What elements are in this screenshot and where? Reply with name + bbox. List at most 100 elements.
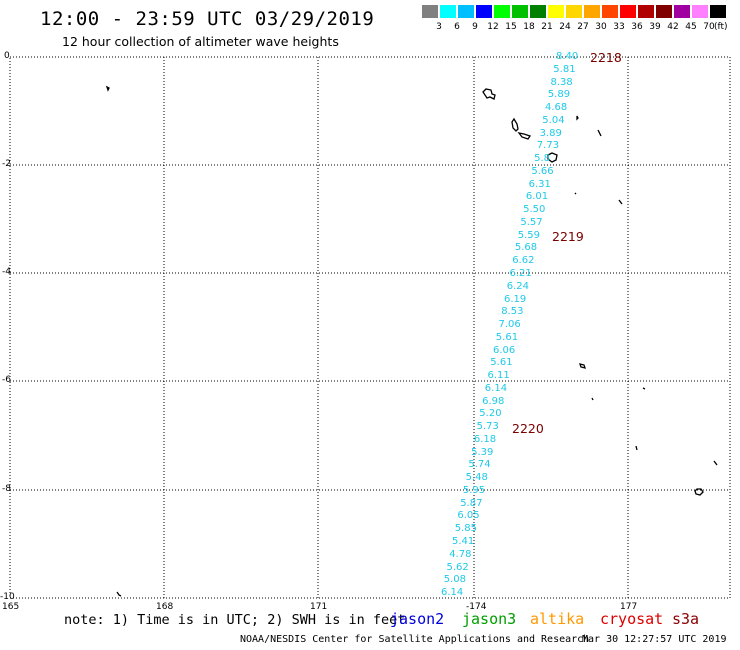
wave-height-value: 6.19 (504, 293, 527, 305)
island-outline (635, 445, 638, 451)
wave-height-value: 5.08 (443, 574, 466, 586)
wave-height-value: 3.89 (539, 127, 562, 139)
map-subtitle: 12 hour collection of altimeter wave hei… (62, 34, 339, 49)
latitude-tick-label: -8 (2, 484, 11, 494)
latitude-tick-label: -6 (2, 375, 11, 385)
legend-bin-label: 21 (541, 22, 553, 32)
wave-height-value: 5.8 (534, 153, 550, 165)
wave-height-value: 8.38 (550, 76, 573, 88)
island-outline (642, 387, 646, 390)
wave-height-value: 6.21 (509, 268, 532, 279)
legend-bin-label: 30 (595, 22, 607, 32)
satellite-name-s3a: s3a (672, 610, 700, 628)
wave-height-value: 5.61 (490, 357, 513, 369)
longitude-tick-label: 171 (310, 602, 328, 612)
legend-bin-label: 45 (685, 22, 697, 32)
legend-bin-label: 18 (523, 22, 535, 32)
island-outline (597, 129, 602, 137)
track-time-label: 2220 (512, 421, 544, 436)
wave-height-value: 7.06 (498, 319, 521, 330)
map-frame (9, 56, 731, 599)
legend-bin-label: 33 (613, 22, 625, 32)
wave-height-value: 6.98 (482, 395, 505, 407)
longitude-tick-label: 168 (156, 602, 174, 612)
credit-line: NOAA/NESDIS Center for Satellite Applica… (240, 634, 590, 645)
wave-height-value: 6.01 (525, 191, 549, 203)
island-outline (576, 115, 579, 121)
wave-height-value: 6.11 (487, 370, 510, 381)
map-title: 12:00 - 23:59 UTC 03/29/2019 (40, 8, 375, 30)
legend-color-swatch (674, 5, 690, 18)
legend-color-swatch (494, 5, 510, 18)
longitude-tick-label: 177 (620, 602, 638, 612)
legend-color-swatch (476, 5, 492, 18)
wave-height-value: 5.74 (468, 459, 491, 471)
footer-note: note: 1) Time is in UTC; 2) SWH is in fe… (64, 612, 406, 628)
legend-color-swatch (440, 5, 456, 18)
wave-height-value: 5.61 (495, 331, 519, 343)
legend-bin-label: 36 (631, 22, 643, 32)
wave-height-value: 6.14 (441, 587, 464, 598)
wave-height-value: 4.68 (545, 102, 568, 113)
wave-height-value: 5.89 (547, 89, 571, 101)
wave-height-value: 5.81 (553, 63, 576, 75)
track-time-label: 2219 (552, 229, 584, 244)
legend-color-swatch (548, 5, 564, 18)
wave-height-value: 5.20 (479, 408, 502, 420)
island-outline (591, 397, 594, 401)
island-outline (574, 192, 577, 195)
island-outline (105, 85, 110, 92)
legend-color-swatch (566, 5, 582, 18)
wave-height-value: 5.39 (471, 446, 494, 458)
island-outline (511, 117, 519, 132)
latitude-tick-label: -10 (0, 592, 15, 602)
wave-height-value: 8.40 (556, 51, 579, 62)
legend-color-swatch (422, 5, 438, 18)
wave-height-value: 5.87 (460, 497, 483, 509)
wave-height-value: 7.73 (536, 140, 560, 152)
wave-height-value: 5.85 (454, 523, 477, 535)
wave-height-value: 6.62 (512, 255, 535, 267)
legend-bin-label: 24 (559, 22, 571, 32)
island-outline (618, 199, 623, 205)
track-time-label: 2218 (590, 50, 622, 65)
island-outline (517, 132, 532, 140)
legend-bin-label: 15 (505, 22, 517, 32)
legend-bin-label: 39 (649, 22, 661, 32)
latitude-tick-label: 0 (4, 51, 10, 61)
legend-bin-label: 3 (436, 22, 442, 32)
legend-bin-label: 9 (472, 22, 478, 32)
wave-height-value: 5.57 (520, 216, 543, 228)
legend-bin-label: 12 (487, 22, 499, 32)
legend-bin-label: 70 (703, 22, 715, 32)
wave-height-value: 5.41 (452, 536, 475, 547)
satellite-name-jason3: jason3 (462, 610, 517, 628)
wave-height-value: 5.48 (465, 472, 488, 484)
graticule (10, 57, 730, 598)
legend-bin-label: 6 (454, 22, 460, 32)
wave-height-value: 5.04 (542, 114, 565, 126)
legend-color-swatch (656, 5, 672, 18)
satellite-name-altika: altika (530, 610, 585, 628)
legend-color-swatch (530, 5, 546, 18)
legend-color-swatch (584, 5, 600, 18)
island-outline (579, 363, 586, 369)
island-outline (482, 88, 496, 100)
wave-height-value: 6.05 (457, 510, 480, 522)
wave-height-value: 6.18 (473, 433, 497, 445)
generation-timestamp: Mar 30 12:27:57 UTC 2019 (582, 634, 727, 645)
legend-color-swatch (512, 5, 528, 18)
legend-color-swatch (602, 5, 618, 18)
legend-bin-label: 42 (667, 22, 679, 32)
island-outline (547, 152, 558, 163)
legend-color-swatch (458, 5, 474, 18)
island-outline (694, 488, 704, 496)
latitude-tick-label: -2 (2, 159, 11, 169)
wave-height-value: 5.73 (476, 421, 499, 433)
satellite-name-jason2: jason2 (390, 610, 445, 628)
island-outline (116, 591, 122, 597)
legend-color-swatch (692, 5, 708, 18)
island-outline (713, 460, 718, 466)
wave-height-value: 6.24 (506, 280, 529, 292)
